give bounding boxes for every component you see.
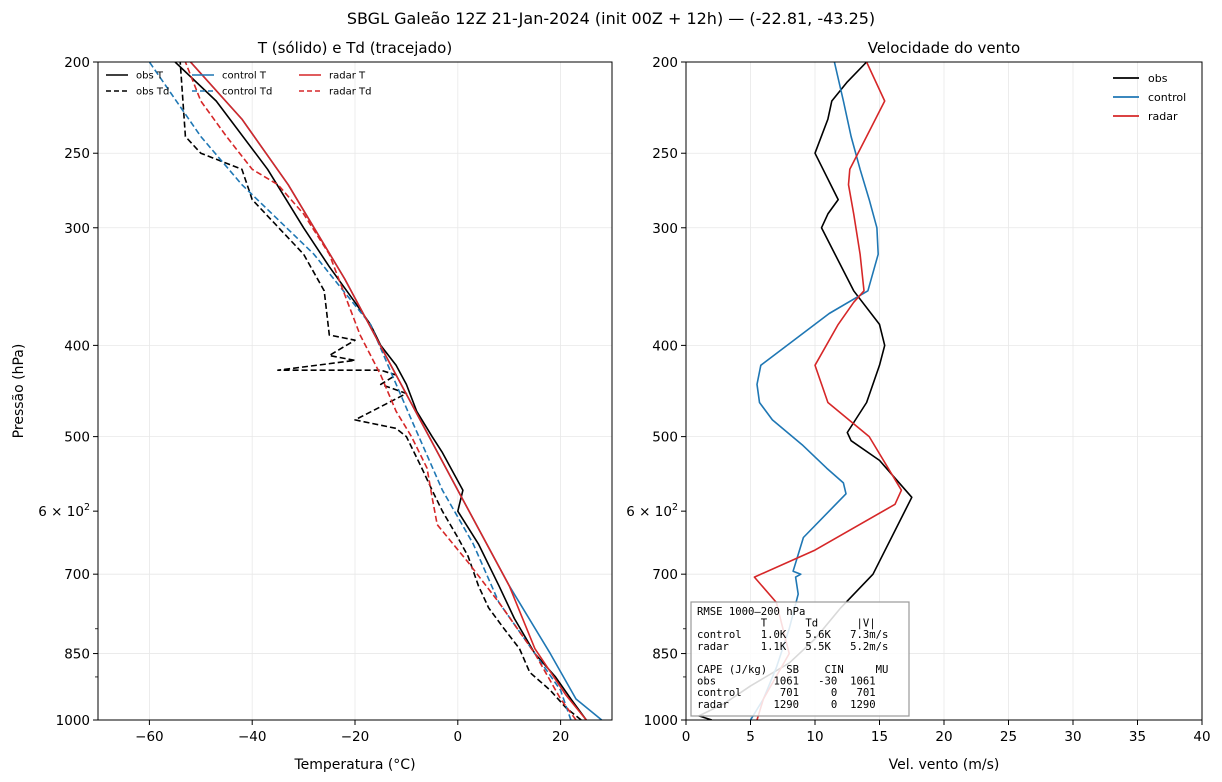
temp-series-group — [148, 62, 603, 720]
temp-x-tick-label: 0 — [454, 729, 463, 745]
temp-series-radar-td — [184, 62, 577, 720]
temp-y-tick-label: 6 × 102 — [38, 502, 90, 520]
wind-x-tick-label: 30 — [1064, 729, 1081, 745]
wind-y-tick-label: 500 — [652, 430, 678, 446]
temp-series-control-td — [148, 62, 572, 720]
figure-title: SBGL Galeão 12Z 21-Jan-2024 (init 00Z + … — [347, 9, 875, 28]
temp-y-tick-label: 1000 — [56, 713, 90, 729]
wind-x-tick-label: 0 — [682, 729, 691, 745]
legend-entry: obs — [1148, 72, 1168, 85]
temp-panel-title: T (sólido) e Td (tracejado) — [257, 39, 452, 57]
wind-y-tick-label: 300 — [652, 221, 678, 237]
rmse-box-line: radar 1.1K 5.5K 5.2m/s — [697, 641, 888, 653]
legend-entry: obs Td — [136, 87, 169, 98]
wind-panel-title: Velocidade do vento — [868, 39, 1020, 57]
rmse-cape-box: RMSE 1000–200 hPa T Td |V|control 1.0K 5… — [690, 601, 910, 717]
wind-x-tick-label: 25 — [1000, 729, 1017, 745]
temp-y-tick-label: 850 — [64, 647, 90, 663]
temp-y-tick-label: 400 — [64, 338, 90, 354]
wind-x-tick-label: 5 — [746, 729, 755, 745]
rmse-box-line: T Td |V| — [697, 618, 876, 630]
temp-x-tick-label: −20 — [341, 729, 370, 745]
temp-y-tick-label: 250 — [64, 146, 90, 162]
temperature-panel: −60 −40 −20 0 20 1000 850 700 6 × 102 500 400 300 25… — [11, 39, 613, 773]
temp-legend: obs T obs Td control T control Td radar T rad… — [106, 71, 371, 98]
wind-y-tick-label: 700 — [652, 567, 678, 583]
temp-series-obs-t — [174, 62, 587, 720]
legend-entry: radar — [1148, 110, 1178, 123]
temp-series-obs-td — [179, 62, 582, 720]
rmse-box-frame — [690, 601, 910, 717]
wind-x-tick-label: 10 — [806, 729, 823, 745]
wind-y-tick-label: 400 — [652, 338, 678, 354]
wind-x-axis-label: Vel. vento (m/s) — [889, 757, 1000, 773]
temp-x-tick-label: 20 — [552, 729, 569, 745]
rmse-box-line: RMSE 1000–200 hPa — [697, 606, 805, 618]
legend-entry: radar T — [329, 71, 366, 82]
wind-panel: 0 5 10 15 20 25 30 35 40 1000 850 700 6 × 102 500 400 3… — [626, 39, 1210, 773]
wind-series-control — [749, 62, 880, 720]
wind-y-tick-label: 250 — [652, 146, 678, 162]
wind-y-tick-label: 6 × 102 — [626, 502, 678, 520]
temp-y-tick-label: 300 — [64, 221, 90, 237]
temp-x-tick-label: −40 — [238, 729, 267, 745]
wind-x-tick-label: 15 — [871, 729, 888, 745]
temp-series-radar-t — [189, 62, 587, 720]
legend-entry: radar Td — [329, 87, 371, 98]
wind-series-radar — [753, 62, 903, 720]
legend-entry: control — [1148, 91, 1186, 104]
rmse-box-line: radar 1290 0 1290 — [697, 699, 876, 711]
wind-legend: obs control radar — [1113, 72, 1186, 123]
temp-y-tick-label: 500 — [64, 430, 90, 446]
temp-y-tick-label: 200 — [64, 55, 90, 71]
wind-x-tick-label: 40 — [1193, 729, 1210, 745]
temp-y-tick-label: 700 — [64, 567, 90, 583]
wind-x-tick-label: 20 — [935, 729, 952, 745]
rmse-box-line: control 1.0K 5.6K 7.3m/s — [697, 629, 888, 641]
rmse-box-line: CAPE (J/kg) SB CIN MU — [697, 664, 888, 676]
temp-x-tick-label: −60 — [135, 729, 164, 745]
wind-y-tick-label: 850 — [652, 647, 678, 663]
legend-entry: obs T — [136, 71, 164, 82]
rmse-box-line: obs 1061 -30 1061 — [697, 676, 876, 688]
rmse-box-line: control 701 0 701 — [697, 687, 876, 699]
legend-entry: control T — [222, 71, 267, 82]
legend-entry: control Td — [222, 87, 272, 98]
wind-x-tick-label: 35 — [1129, 729, 1146, 745]
wind-y-tick-label: 200 — [652, 55, 678, 71]
temp-x-axis-label: Temperatura (°C) — [293, 757, 415, 773]
temp-y-axis-label: Pressão (hPa) — [11, 344, 27, 439]
wind-y-tick-label: 1000 — [644, 713, 678, 729]
